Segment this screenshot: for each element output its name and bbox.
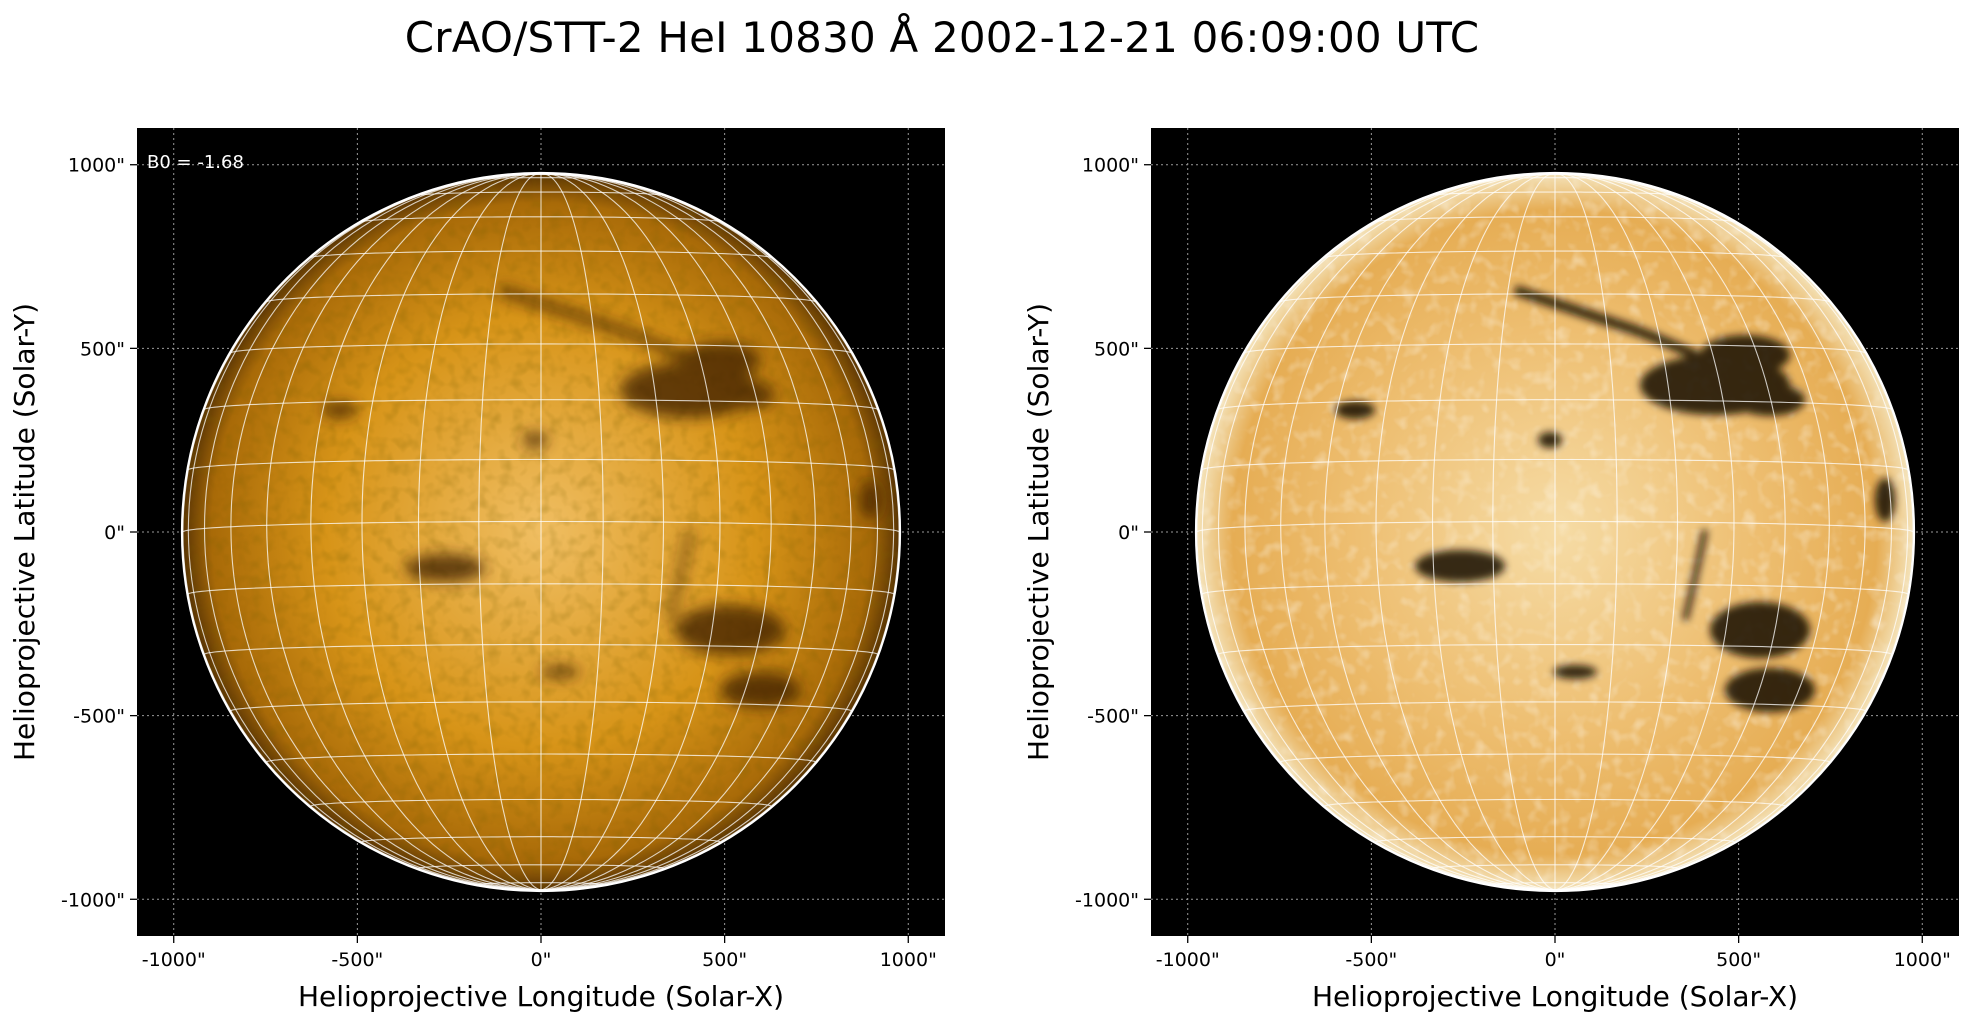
parallel-line	[230, 701, 852, 712]
ticks-right: -1000" -500" 0" 500" 1000" 1000" 500" 0" -500" -1…	[1075, 155, 1951, 971]
parallel-line	[187, 458, 895, 471]
parallel-line	[1196, 520, 1914, 533]
dark-features-left	[322, 285, 880, 708]
parallel-line	[361, 836, 721, 843]
x-axis-label-left: Helioprojective Longitude (Solar-X)	[298, 980, 784, 1013]
x-tick-label: 0"	[531, 949, 552, 971]
parallel-line	[187, 583, 895, 595]
b0-annotation: B0 = -1.68	[147, 152, 244, 173]
parallel-line	[1432, 191, 1678, 196]
y-tick-label: 500"	[1094, 338, 1139, 360]
x-tick-label: -500"	[331, 949, 383, 971]
y-axis-label-left: Helioprojective Latitude (Solar-Y)	[8, 303, 41, 761]
parallel-line	[478, 177, 604, 180]
y-tick-label: 0"	[1118, 522, 1139, 544]
parallel-line	[1432, 864, 1678, 869]
coordinate-grid-right	[1196, 173, 1914, 891]
x-tick-label: 1000"	[880, 949, 937, 971]
parallel-line	[1201, 583, 1909, 595]
parallel-line	[1244, 343, 1866, 354]
parallel-line	[230, 343, 852, 354]
y-tick-label: 500"	[80, 338, 125, 360]
panel-right: -1000" -500" 0" 500" 1000" 1000" 500" 0" -500" -1…	[1022, 128, 1959, 1013]
parallel-line	[266, 293, 816, 303]
parallel-line	[418, 191, 664, 196]
ticks-left: -1000" -500" 0" 500" 1000" 1000" 500" 0" -500" -1…	[61, 155, 937, 971]
solar-limb-left	[180, 171, 902, 893]
x-tick-label: 500"	[1716, 949, 1761, 971]
panel-left: B0 = -1.68 -1000" -500" 0" 500" 1000" 1000" 50…	[8, 128, 945, 1013]
y-tick-label: -1000"	[61, 889, 125, 911]
y-axis-label-right: Helioprojective Latitude (Solar-Y)	[1022, 303, 1055, 761]
parallel-line	[1324, 798, 1786, 807]
x-axis-label-right: Helioprojective Longitude (Solar-X)	[1312, 980, 1798, 1013]
parallel-line	[1280, 753, 1830, 763]
solar-disk-right	[1194, 171, 1916, 893]
parallel-line	[478, 882, 604, 885]
x-tick-label: -1000"	[1156, 949, 1220, 971]
parallel-line	[204, 399, 878, 410]
parallel-line	[1375, 216, 1735, 223]
parallel-line	[1218, 399, 1892, 410]
parallel-line	[1375, 836, 1735, 843]
parallel-line	[1492, 882, 1618, 885]
x-tick-label: -500"	[1345, 949, 1397, 971]
parallel-line	[204, 644, 878, 655]
x-tick-label: 0"	[1545, 949, 1566, 971]
parallel-line	[1244, 701, 1866, 712]
y-tick-label: -500"	[1087, 706, 1139, 728]
y-tick-label: -500"	[73, 706, 125, 728]
y-tick-label: 1000"	[1082, 155, 1139, 177]
parallel-line	[1280, 293, 1830, 303]
parallel-line	[266, 753, 816, 763]
parallel-line	[1218, 644, 1892, 655]
y-tick-label: 1000"	[68, 155, 125, 177]
x-tick-label: -1000"	[142, 949, 206, 971]
parallel-line	[1324, 250, 1786, 259]
x-tick-label: 500"	[702, 949, 747, 971]
parallel-line	[310, 250, 772, 259]
solar-disk-left	[180, 171, 902, 893]
x-tick-label: 1000"	[1894, 949, 1951, 971]
solar-limb-right	[1194, 171, 1916, 893]
figure-title: CrAO/STT-2 HeI 10830 Å 2002-12-21 06:09:…	[404, 13, 1480, 62]
parallel-line	[1201, 458, 1909, 471]
parallel-line	[1492, 177, 1618, 180]
parallel-line	[361, 216, 721, 223]
parallel-line	[310, 798, 772, 807]
parallel-line	[182, 520, 900, 533]
parallel-line	[418, 864, 664, 869]
y-tick-label: -1000"	[1075, 889, 1139, 911]
y-tick-label: 0"	[104, 522, 125, 544]
